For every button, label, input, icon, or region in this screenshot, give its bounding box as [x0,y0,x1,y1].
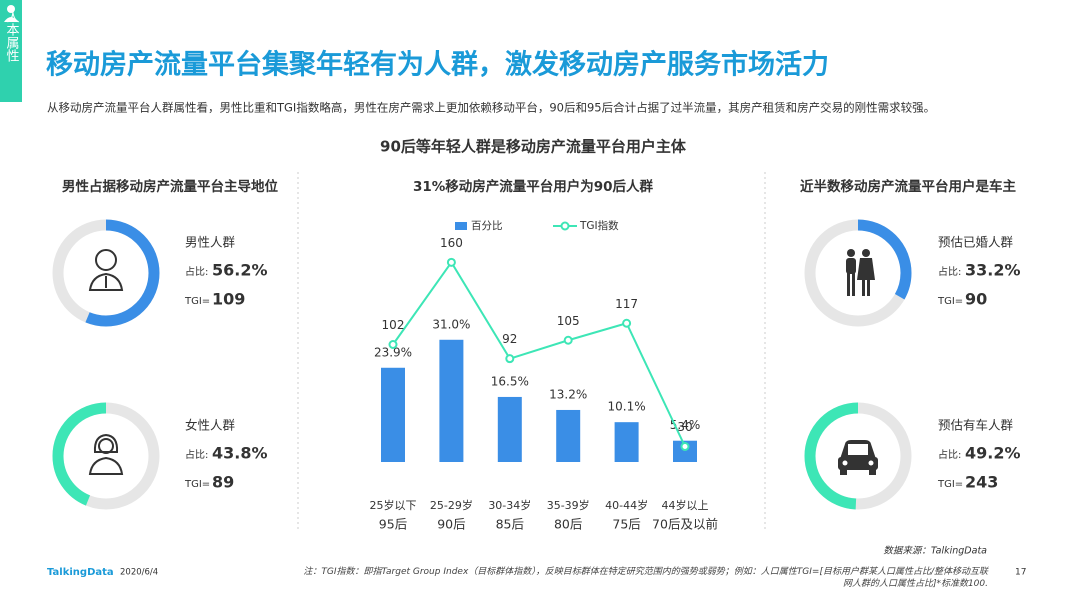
x-tick-label: 40-44岁 [605,498,648,512]
male-icon [88,249,124,291]
bar [439,339,464,462]
bar-value-label: 13.2% [549,387,587,401]
panel-title: 31%移动房产流量平台用户为90后人群 [413,178,654,195]
x-tick-label: 25-29岁 [430,498,473,512]
x-tick-sublabel: 80后 [554,517,582,532]
legend-swatch [455,222,467,230]
x-tick-label: 30-34岁 [488,498,531,512]
note: 注：TGI指数：即指Target Group Index（目标群体指数），反映目… [303,567,988,589]
donut-arc [52,219,160,327]
share-value: 33.2% [965,261,1021,280]
tgi-label: TGI= [184,296,210,307]
tgi-line [392,260,686,447]
date: 2020/6/4 [120,568,158,578]
female-icon [88,433,124,475]
bar [614,422,639,462]
bar [673,440,697,462]
tgi-value-label: 102 [382,318,405,332]
donut-arc [52,402,160,510]
sidebar-icon [4,17,18,22]
title: 移动房产流量平台集聚年轻有为人群，激发移动房产服务市场活力 [46,49,829,81]
bar-value-label: 16.5% [491,374,529,388]
tgi-label: TGI= [184,479,210,490]
tgi-label: TGI= [937,479,963,490]
car-icon [838,440,878,475]
sidebar-label: 人本属性 [4,10,20,62]
share-value: 49.2% [965,444,1021,463]
x-tick-sublabel: 90后 [437,517,465,532]
bar-value-label: 23.9% [374,345,412,359]
share-label: 占比: [938,265,961,278]
bar [556,409,581,462]
couple-icon [846,249,875,296]
tgi-value-label: 117 [615,297,638,311]
page-number: 17 [1015,568,1026,578]
donut-arc [804,402,912,510]
legend-label: 百分比 [471,219,503,232]
tgi-value-label: 160 [440,236,463,250]
share-label: 占比: [185,265,208,278]
x-tick-sublabel: 75后 [612,517,640,532]
subtitle: 从移动房产流量平台人群属性看，男性比重和TGI指数略高，男性在房产需求上更加依赖… [47,101,935,115]
x-tick-sublabel: 95后 [379,517,407,532]
bar [381,367,405,462]
legend-label: TGI指数 [579,219,619,232]
sidebar-icon [7,5,15,13]
bar-value-label: 10.1% [608,400,646,414]
tgi-value: 90 [965,290,987,309]
legend-swatch [560,221,570,231]
item-label: 女性人群 [185,418,236,433]
section-title: 90后等年轻人群是移动房产流量平台用户主体 [380,138,687,156]
x-tick-sublabel: 70后及以前 [652,517,718,532]
item-label: 预估有车人群 [938,418,1014,433]
donut-arc [804,219,912,327]
panel-title: 近半数移动房产流量平台用户是车主 [800,178,1016,195]
tgi-value-label: 105 [557,314,580,328]
share-label: 占比: [185,448,208,461]
tgi-value: 243 [965,473,998,492]
tgi-value: 89 [212,473,234,492]
x-tick-label: 44岁以上 [662,498,709,512]
x-tick-label: 35-39岁 [547,498,590,512]
tgi-label: TGI= [937,296,963,307]
x-tick-label: 25岁以下 [370,498,417,512]
tgi-point [388,340,398,349]
tgi-point [505,354,515,364]
tgi-point [446,257,456,267]
tgi-point [563,335,573,345]
source: 数据来源：TalkingData [883,546,987,557]
item-label: 男性人群 [185,235,236,250]
sidebar [0,0,22,102]
tgi-value-label: 92 [502,332,517,346]
tgi-point [680,442,690,451]
panel-title: 男性占据移动房产流量平台主导地位 [62,178,278,195]
share-label: 占比: [938,448,961,461]
bar [497,396,522,462]
logo: TalkingData [47,567,114,578]
tgi-point [622,318,632,328]
item-label: 预估已婚人群 [938,235,1014,250]
x-tick-sublabel: 85后 [496,517,524,532]
share-value: 56.2% [212,261,268,280]
bar-value-label: 31.0% [432,317,470,331]
tgi-value: 109 [212,290,245,309]
share-value: 43.8% [212,444,268,463]
tgi-value-label: 30 [677,420,692,434]
